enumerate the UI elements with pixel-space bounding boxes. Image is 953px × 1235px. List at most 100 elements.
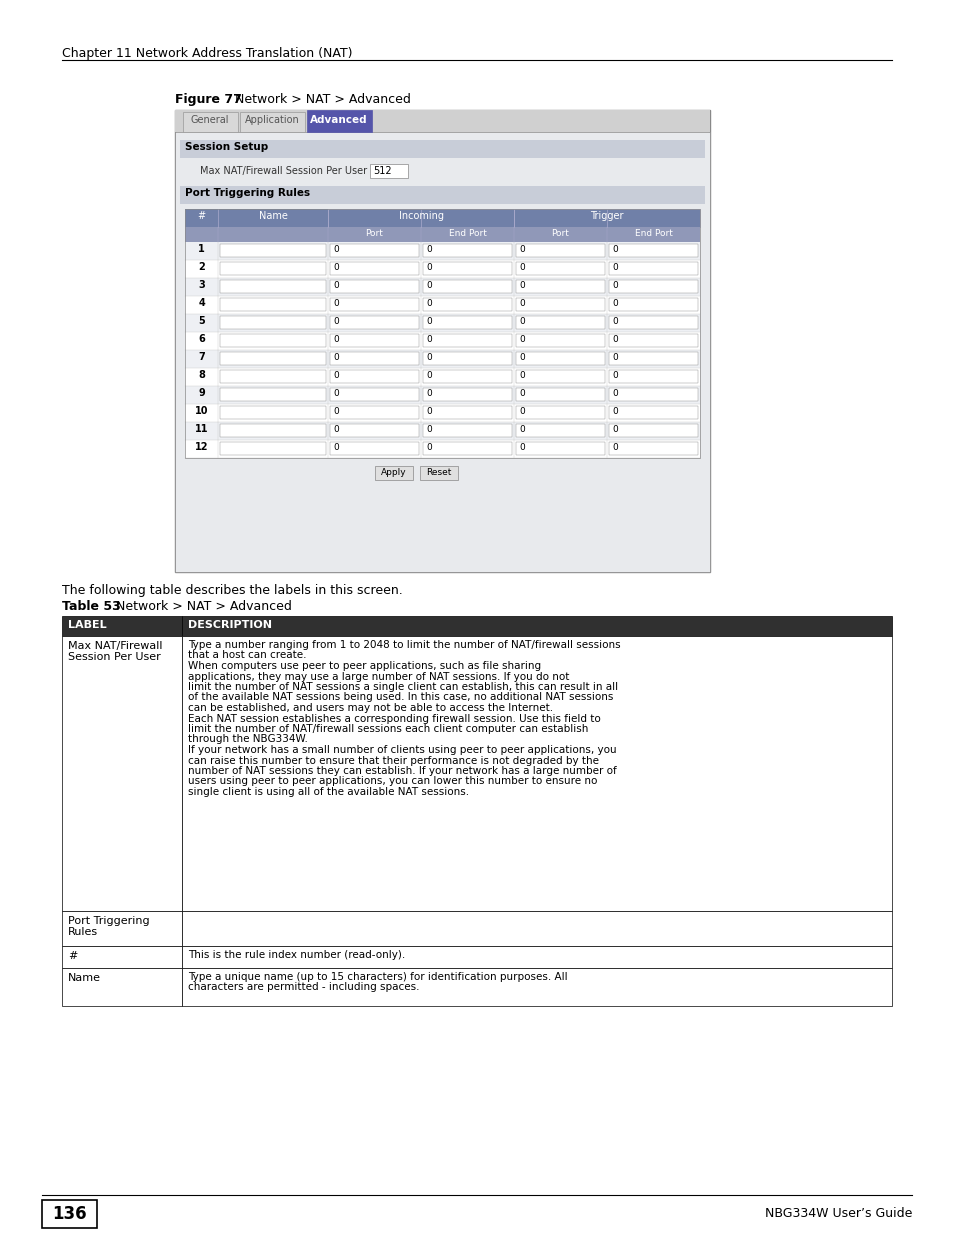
Text: applications, they may use a large number of NAT sessions. If you do not: applications, they may use a large numbe…: [188, 672, 569, 682]
Bar: [185, 332, 700, 350]
Text: End Port: End Port: [634, 228, 672, 238]
Text: 0: 0: [612, 299, 618, 308]
Bar: [307, 110, 372, 132]
Text: 0: 0: [518, 370, 524, 380]
Text: 512: 512: [373, 165, 392, 177]
Text: 7: 7: [198, 352, 205, 362]
Text: limit the number of NAT/firewall sessions each client computer can establish: limit the number of NAT/firewall session…: [188, 724, 588, 734]
Text: 0: 0: [333, 443, 338, 452]
Text: 0: 0: [333, 425, 338, 433]
Text: 0: 0: [518, 353, 524, 362]
Text: 11: 11: [194, 424, 208, 433]
Bar: [328, 209, 514, 227]
Bar: [182, 636, 891, 911]
Bar: [183, 112, 237, 132]
Text: 0: 0: [518, 245, 524, 254]
Text: 2: 2: [198, 262, 205, 272]
Text: 12: 12: [194, 442, 208, 452]
Bar: [422, 262, 512, 275]
Bar: [330, 316, 418, 329]
Text: 0: 0: [612, 425, 618, 433]
Text: 0: 0: [612, 317, 618, 326]
Text: 0: 0: [612, 282, 618, 290]
Text: 0: 0: [426, 282, 432, 290]
Text: 0: 0: [426, 370, 432, 380]
Bar: [185, 440, 700, 458]
Bar: [422, 333, 512, 347]
Bar: [422, 442, 512, 454]
Bar: [220, 406, 326, 419]
Text: 0: 0: [518, 299, 524, 308]
Bar: [330, 245, 418, 257]
Text: General: General: [191, 115, 229, 125]
Text: 0: 0: [518, 389, 524, 398]
Text: 136: 136: [51, 1205, 86, 1223]
Bar: [185, 209, 700, 458]
Bar: [62, 616, 182, 636]
Text: End Port: End Port: [448, 228, 486, 238]
Bar: [182, 616, 891, 636]
Bar: [185, 278, 700, 296]
Text: 0: 0: [426, 317, 432, 326]
Text: single client is using all of the available NAT sessions.: single client is using all of the availa…: [188, 787, 469, 797]
Text: Rules: Rules: [68, 927, 98, 937]
Bar: [220, 333, 326, 347]
Text: 0: 0: [612, 389, 618, 398]
Text: 3: 3: [198, 280, 205, 290]
Text: 0: 0: [333, 245, 338, 254]
Text: 0: 0: [612, 353, 618, 362]
Bar: [516, 442, 604, 454]
Bar: [516, 280, 604, 293]
Text: 0: 0: [612, 335, 618, 345]
Text: Each NAT session establishes a corresponding firewall session. Use this field to: Each NAT session establishes a correspon…: [188, 714, 600, 724]
Text: 0: 0: [426, 299, 432, 308]
Bar: [422, 280, 512, 293]
Bar: [185, 404, 700, 422]
Bar: [422, 316, 512, 329]
Bar: [180, 186, 704, 204]
Text: Session Per User: Session Per User: [68, 652, 161, 662]
Bar: [608, 333, 698, 347]
Bar: [608, 424, 698, 437]
Bar: [419, 466, 457, 480]
Text: The following table describes the labels in this screen.: The following table describes the labels…: [62, 584, 402, 597]
Text: Reset: Reset: [426, 468, 451, 477]
Text: 0: 0: [518, 408, 524, 416]
Bar: [220, 424, 326, 437]
Text: Figure 77: Figure 77: [174, 93, 242, 106]
Text: 0: 0: [333, 408, 338, 416]
Text: 0: 0: [612, 263, 618, 272]
Bar: [220, 280, 326, 293]
Bar: [330, 406, 418, 419]
Bar: [220, 388, 326, 401]
Text: Port: Port: [365, 228, 383, 238]
Text: 0: 0: [518, 425, 524, 433]
Text: #: #: [68, 951, 77, 961]
Bar: [174, 110, 709, 572]
Bar: [220, 370, 326, 383]
Text: When computers use peer to peer applications, such as file sharing: When computers use peer to peer applicat…: [188, 661, 540, 671]
Bar: [220, 316, 326, 329]
Text: 0: 0: [518, 263, 524, 272]
Text: 0: 0: [612, 443, 618, 452]
Text: DESCRIPTION: DESCRIPTION: [188, 620, 272, 630]
Text: LABEL: LABEL: [68, 620, 107, 630]
Bar: [516, 298, 604, 311]
Bar: [185, 422, 700, 440]
Bar: [516, 424, 604, 437]
Text: 5: 5: [198, 316, 205, 326]
Bar: [62, 911, 182, 946]
Text: 6: 6: [198, 333, 205, 345]
Text: #: #: [197, 211, 206, 221]
Text: This is the rule index number (read-only).: This is the rule index number (read-only…: [188, 950, 405, 960]
Text: Network > NAT > Advanced: Network > NAT > Advanced: [223, 93, 411, 106]
Text: 0: 0: [518, 282, 524, 290]
Text: characters are permitted - including spaces.: characters are permitted - including spa…: [188, 983, 419, 993]
Bar: [608, 406, 698, 419]
Bar: [516, 388, 604, 401]
Text: 0: 0: [333, 317, 338, 326]
Bar: [608, 316, 698, 329]
Bar: [182, 968, 891, 1007]
Text: 1: 1: [198, 245, 205, 254]
Text: 0: 0: [333, 299, 338, 308]
